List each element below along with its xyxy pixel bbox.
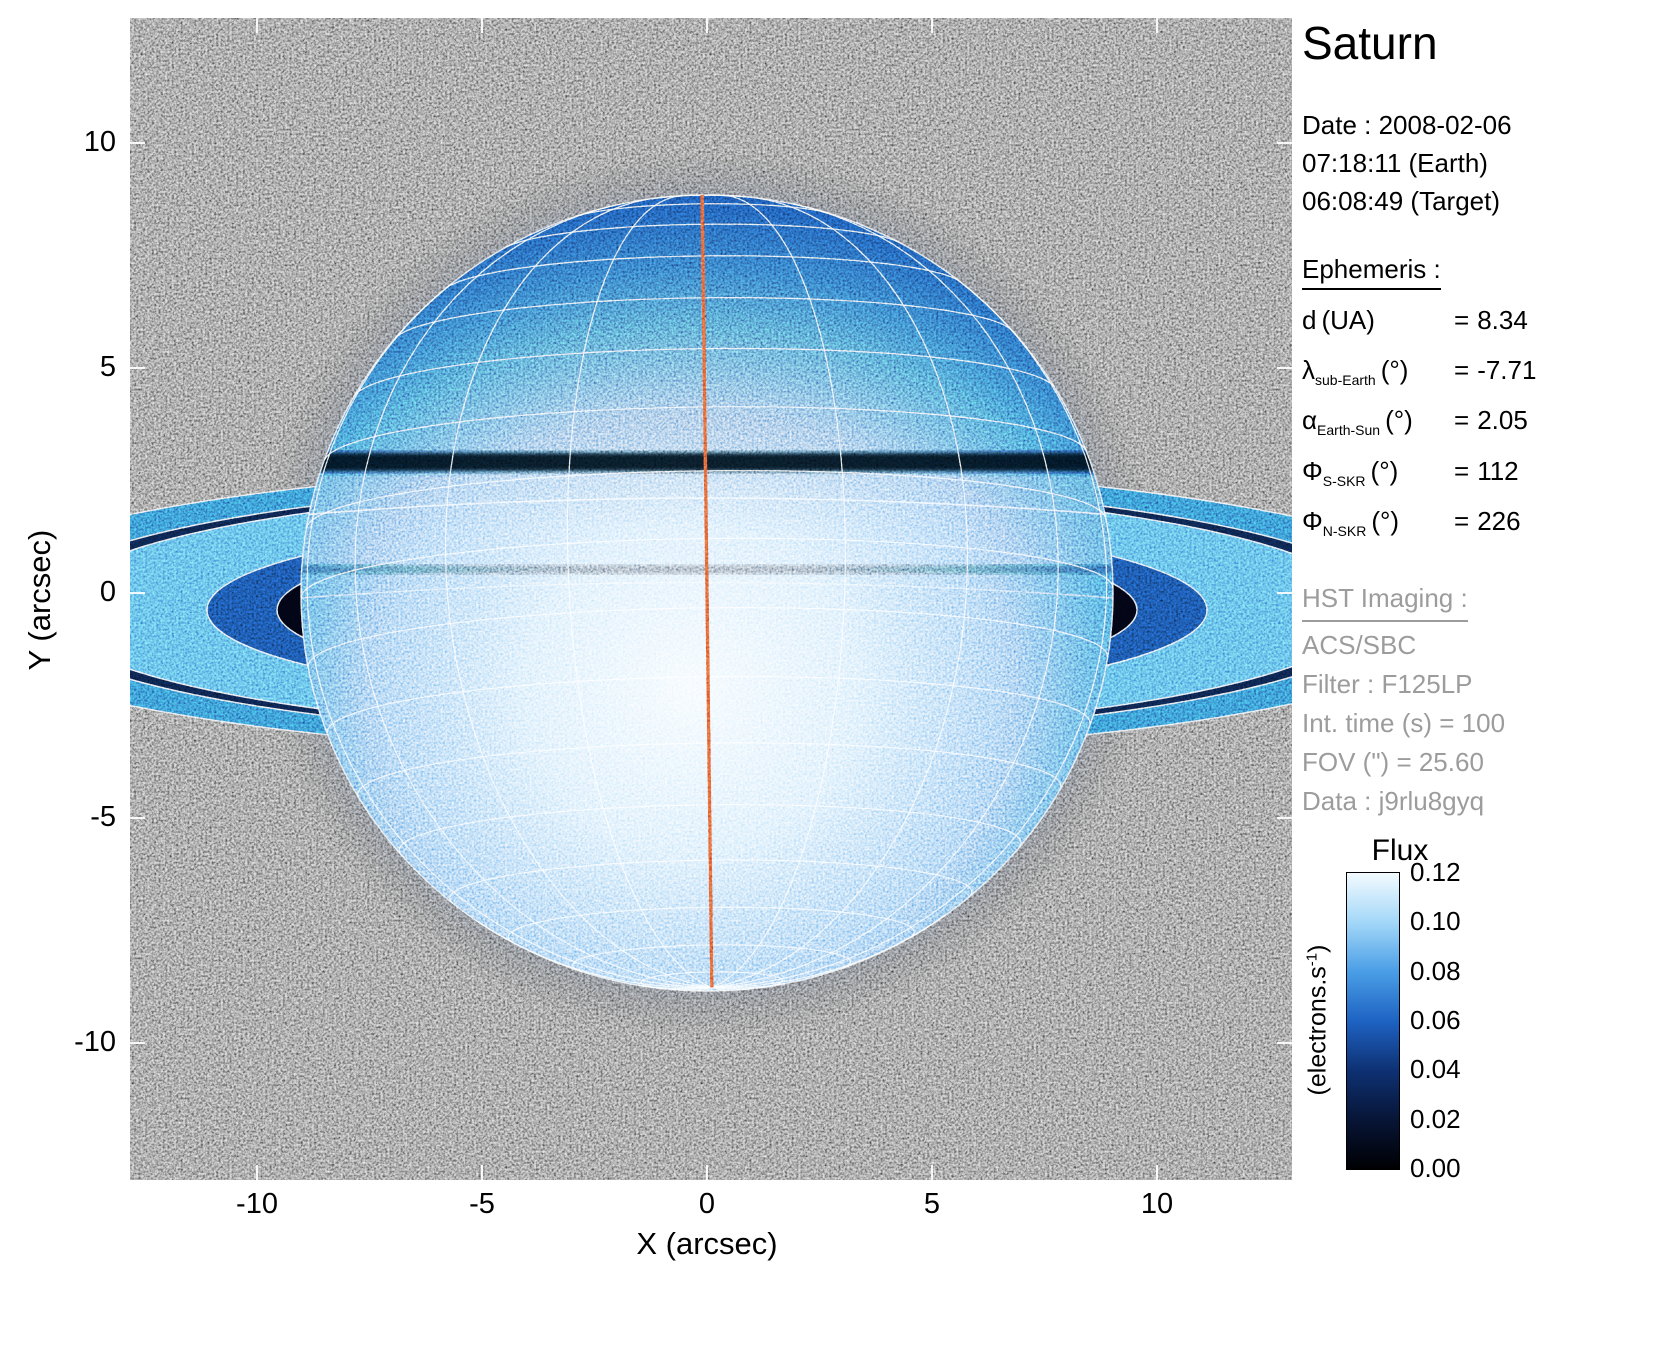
ephemeris-unit: (°) <box>1371 505 1400 536</box>
y-tick-label: -5 <box>90 801 116 833</box>
ephemeris-value: -7.71 <box>1477 355 1537 386</box>
equals-sign: = <box>1454 405 1470 436</box>
saturn-uv-image <box>130 18 1292 1180</box>
ephemeris-value: 8.34 <box>1477 305 1528 335</box>
ephemeris-heading: Ephemeris : <box>1302 254 1441 290</box>
observation-earth-time: 07:18:11 (Earth) <box>1302 148 1488 178</box>
colorbar-tick-label: 0.02 <box>1410 1104 1461 1134</box>
hst-dataset: Data : j9rlu8gyq <box>1302 785 1485 816</box>
ephemeris-value: 226 <box>1477 505 1521 536</box>
colorbar-unit-label: (electrons.s-1) <box>1303 945 1332 1096</box>
ephemeris-symbol: d <box>1302 305 1317 335</box>
ephemeris-value: 112 <box>1477 455 1519 486</box>
colorbar-unit-post: ) <box>1303 944 1332 953</box>
ephemeris-symbol: α <box>1302 405 1318 436</box>
ephemeris-symbol: Φ <box>1302 505 1323 536</box>
observation-target-time: 06:08:49 (Target) <box>1302 186 1501 216</box>
colorbar-tick-label: 0.12 <box>1410 857 1461 887</box>
ephemeris-value: 2.05 <box>1477 405 1528 436</box>
colorbar-tick-label: 0.04 <box>1410 1054 1461 1084</box>
colorbar-tick-label: 0.10 <box>1410 906 1461 936</box>
page-title: Saturn <box>1302 17 1438 69</box>
ephemeris-row: ΦS-SKR (°) = 112 <box>1302 451 1674 501</box>
y-tick-label: 10 <box>83 126 116 158</box>
colorbar-gradient <box>1346 872 1400 1170</box>
x-tick-label: -5 <box>469 1188 495 1220</box>
ephemeris-row: d (UA) = 8.34 <box>1302 300 1674 350</box>
colorbar-tick-label: 0.08 <box>1410 956 1461 986</box>
ephemeris-symbol: Φ <box>1302 455 1323 486</box>
info-panel: Saturn Date : 2008-02-06 07:18:11 (Earth… <box>1302 0 1674 821</box>
y-tick-label: 5 <box>99 351 116 383</box>
ephemeris-row: αEarth-Sun (°) = 2.05 <box>1302 400 1674 450</box>
colorbar-unit-exponent: -1 <box>1303 952 1321 967</box>
ephemeris-unit: (°) <box>1370 455 1399 486</box>
colorbar-tick-label: 0.00 <box>1410 1153 1461 1183</box>
equals-sign: = <box>1454 455 1470 486</box>
equals-sign: = <box>1454 305 1470 335</box>
ephemeris-subscript: N-SKR <box>1322 522 1367 539</box>
hst-int-time: Int. time (s) = 100 <box>1302 707 1506 738</box>
plot-area <box>130 18 1292 1180</box>
x-tick-label: 10 <box>1140 1188 1174 1220</box>
hst-instrument: ACS/SBC <box>1302 629 1417 660</box>
observation-date: Date : 2008-02-06 <box>1302 110 1512 140</box>
equals-sign: = <box>1454 355 1470 386</box>
ephemeris-subscript: sub-Earth <box>1315 372 1376 389</box>
x-tick-label: -10 <box>236 1188 278 1220</box>
hst-fov: FOV (") = 25.60 <box>1302 746 1484 777</box>
equals-sign: = <box>1454 505 1470 536</box>
colorbar-title: Flux <box>1371 834 1429 867</box>
x-axis-label: X (arcsec) <box>636 1226 778 1261</box>
axis-tick-marks <box>130 18 1292 1180</box>
hst-imaging-block: HST Imaging : ACS/SBC Filter : F125LP In… <box>1302 579 1674 821</box>
ephemeris-row: ΦN-SKR (°) = 226 <box>1302 501 1674 551</box>
ephemeris-row: λsub-Earth (°) = -7.71 <box>1302 350 1674 400</box>
ephemeris-subscript: Earth-Sun <box>1317 422 1381 439</box>
ephemeris-unit: (°) <box>1385 405 1413 436</box>
observation-block: Date : 2008-02-06 07:18:11 (Earth) 06:08… <box>1302 106 1674 220</box>
ephemeris-unit: (UA) <box>1321 305 1375 335</box>
hst-filter: Filter : F125LP <box>1302 668 1473 699</box>
hst-imaging-heading: HST Imaging : <box>1302 579 1468 622</box>
y-axis-label: Y (arcsec) <box>22 529 57 671</box>
colorbar-unit-pre: (electrons.s <box>1303 966 1332 1096</box>
ephemeris-subscript: S-SKR <box>1322 472 1366 489</box>
colorbar-tick-label: 0.06 <box>1410 1005 1461 1035</box>
ephemeris-block: Ephemeris : d (UA) = 8.34 λsub-Earth (°) = -7.… <box>1302 254 1674 551</box>
y-tick-label: 0 <box>99 576 116 608</box>
x-tick-label: 0 <box>698 1188 716 1220</box>
ephemeris-unit: (°) <box>1380 355 1409 386</box>
y-tick-label: -10 <box>74 1026 116 1058</box>
noise-overlay <box>130 18 1292 1180</box>
x-tick-label: 5 <box>923 1188 941 1220</box>
ephemeris-symbol: λ <box>1302 355 1315 386</box>
